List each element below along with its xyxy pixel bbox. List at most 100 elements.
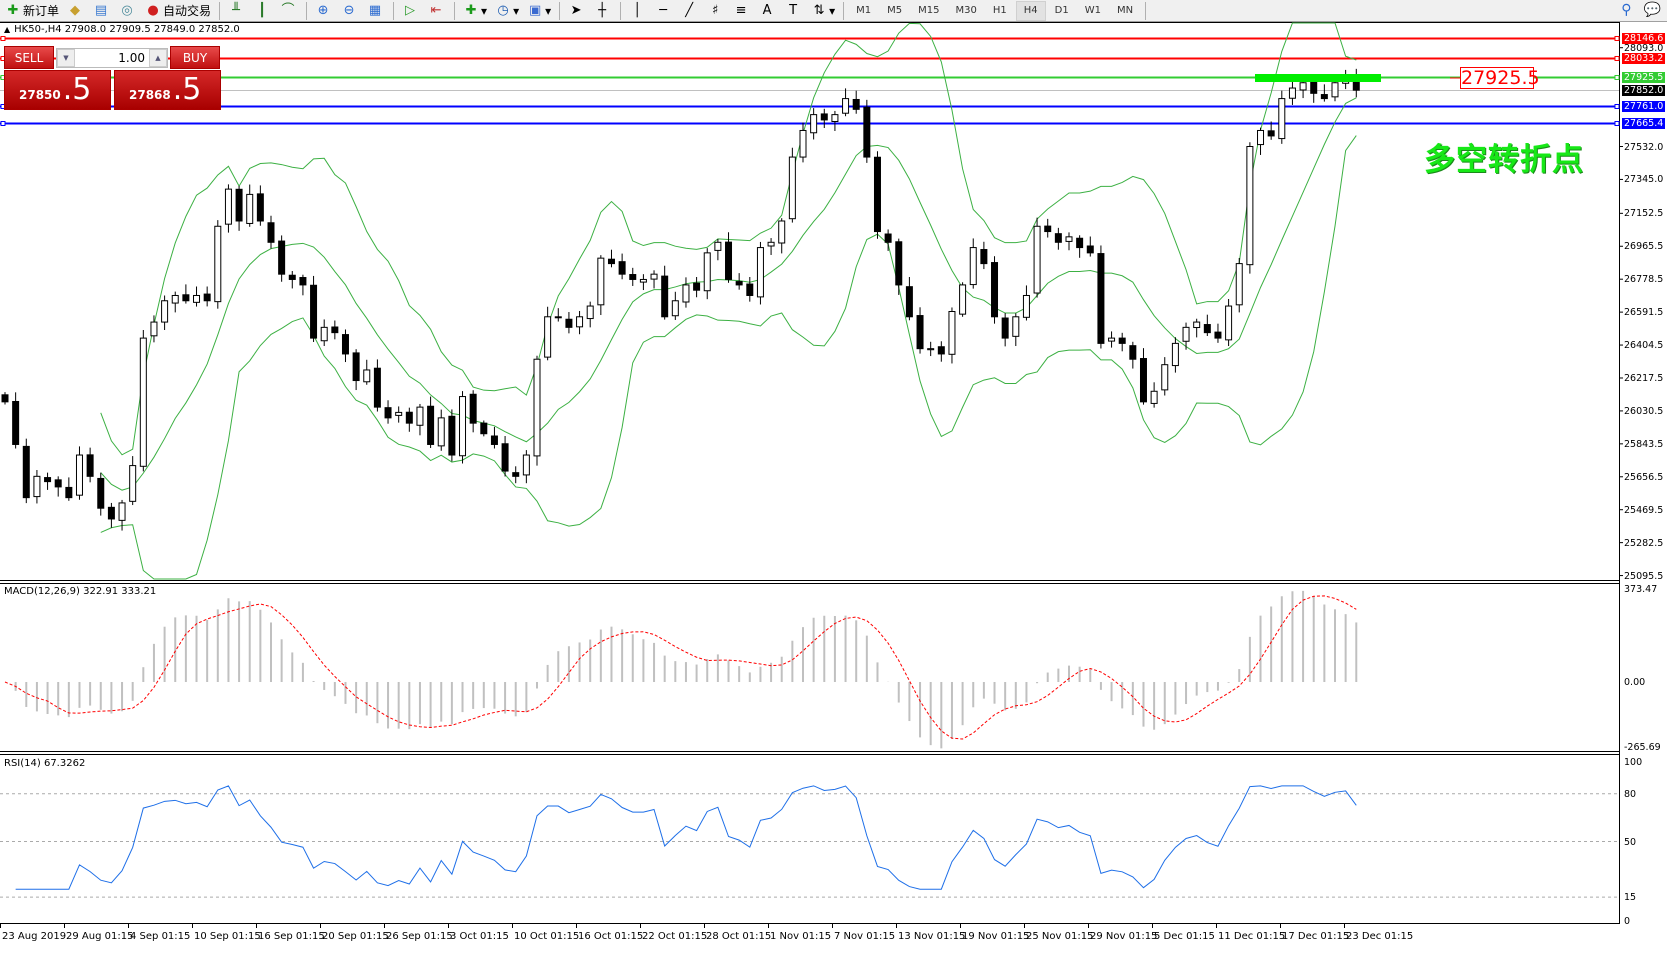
candle-body — [810, 114, 818, 134]
arrows-button[interactable]: ⇅ ▾ — [808, 1, 838, 21]
candle-body — [1150, 390, 1158, 404]
timeframe-w1[interactable]: W1 — [1084, 5, 1101, 16]
buy-price-main: 27868 — [129, 88, 171, 102]
chart-shift-button[interactable]: ⇤ — [425, 1, 449, 21]
sell-price-button[interactable]: 27850.5 — [4, 70, 111, 110]
turning-point-annotation[interactable]: 多空转折点 — [1424, 142, 1584, 178]
decrease-lot-icon[interactable]: ▼ — [57, 49, 75, 67]
fibo-button[interactable]: ♯ — [704, 1, 728, 21]
candlestick-button[interactable]: ┃ — [251, 1, 275, 21]
fibo-channel-button[interactable]: ≡ — [730, 1, 754, 21]
periods-button[interactable]: ◷ ▾ — [492, 1, 522, 21]
vertical-line-icon: │ — [633, 2, 642, 18]
price-label-box[interactable]: 27925.5 — [1460, 67, 1540, 89]
price-axis-label: 25095.5 — [1624, 570, 1664, 582]
line-handle — [1614, 121, 1620, 126]
candle-body — [650, 273, 658, 280]
symbol-info-line: ▲ HK50-,H4 27908.0 27909.5 27849.0 27852.… — [4, 24, 240, 35]
folder-button[interactable]: ◆ — [64, 1, 88, 21]
price-line-label: 27761.0 — [1622, 101, 1665, 112]
timeframe-h4[interactable]: H4 — [1015, 0, 1046, 21]
candle-body — [1299, 82, 1307, 91]
candle-body — [565, 318, 573, 328]
macd-label: MACD(12,26,9) 322.91 333.21 — [4, 586, 157, 597]
bollinger-middle-band — [100, 97, 1357, 491]
toolbar-right: ⚲ 💬 — [1621, 2, 1661, 18]
candle-body — [44, 477, 52, 483]
zoom-in-button[interactable]: ⊕ — [312, 1, 336, 21]
zoom-in-icon: ⊕ — [317, 2, 329, 18]
candle-body — [1044, 225, 1052, 233]
new-order-button[interactable]: ✚ 新订单 — [2, 1, 62, 21]
candle-body — [703, 252, 711, 292]
text-label-button[interactable]: T — [782, 1, 806, 21]
indicators-button[interactable]: ✚ ▾ — [460, 1, 490, 21]
price-axis-label: 25656.5 — [1624, 471, 1664, 483]
tile-windows-button[interactable]: ▦ — [364, 1, 388, 21]
chat-icon[interactable]: 💬 — [1643, 2, 1661, 18]
market-watch-button[interactable]: ▤ — [90, 1, 114, 21]
buy-price-button[interactable]: 27868.5 — [114, 70, 221, 110]
candle-body — [735, 281, 743, 286]
crosshair-button[interactable]: ┼ — [591, 1, 615, 21]
sell-price-main: 27850 — [19, 88, 61, 102]
candle-body — [341, 334, 349, 355]
candle-body — [1086, 245, 1094, 254]
bar-chart-button[interactable]: ╨ — [225, 1, 249, 21]
lot-size-stepper[interactable]: ▼ 1.00 ▲ — [56, 48, 168, 68]
candle-body — [320, 326, 328, 342]
candle-body — [576, 316, 584, 328]
vertical-line-button[interactable]: │ — [626, 1, 650, 21]
search-icon[interactable]: ⚲ — [1621, 2, 1632, 18]
timeframe-m15[interactable]: M15 — [918, 5, 940, 16]
auto-trading-icon: ● — [147, 2, 159, 18]
candle-body — [161, 300, 169, 323]
sell-button[interactable]: SELL — [4, 46, 54, 69]
timeframe-m1[interactable]: M1 — [856, 5, 872, 16]
candle-body — [607, 258, 615, 265]
templates-button[interactable]: ▣ ▾ — [528, 2, 552, 18]
timeframe-m30[interactable]: M30 — [955, 5, 977, 16]
signal-button[interactable]: ◎ — [116, 1, 140, 21]
text-button[interactable]: A — [756, 1, 780, 21]
horizontal-line-button[interactable]: ─ — [652, 1, 676, 21]
price-axis-label: 26217.5 — [1624, 372, 1664, 384]
time-axis-label: 3 Oct 01:15 — [450, 931, 509, 942]
time-axis-label: 29 Nov 01:15 — [1090, 931, 1158, 942]
candle-body — [746, 283, 754, 296]
time-axis-label: 17 Dec 01:15 — [1282, 931, 1350, 942]
zoom-out-button[interactable]: ⊖ — [338, 1, 362, 21]
timeframe-h1[interactable]: H1 — [992, 5, 1007, 16]
autoscroll-button[interactable]: ▷ — [399, 1, 423, 21]
price-axis-label: 27152.5 — [1624, 208, 1664, 220]
arrows-icon: ⇅ — [813, 2, 825, 18]
candle-body — [629, 274, 637, 280]
candle-body — [278, 240, 286, 275]
toolbar-separator — [1145, 1, 1147, 20]
candle-body — [150, 321, 158, 337]
candle-body — [1182, 326, 1190, 342]
candle-body — [1310, 81, 1318, 94]
lot-size-input[interactable]: 1.00 — [118, 51, 145, 65]
line-chart-button[interactable]: ⌒ — [277, 1, 301, 21]
time-axis-label: 28 Oct 01:15 — [706, 931, 772, 942]
price-axis-label: 26778.5 — [1624, 274, 1664, 286]
candle-body — [767, 241, 775, 247]
increase-lot-icon[interactable]: ▲ — [149, 49, 167, 67]
timeframe-d1[interactable]: D1 — [1054, 5, 1069, 16]
candle-body — [1012, 316, 1020, 337]
time-axis-label: 4 Sep 01:15 — [130, 931, 191, 942]
timeframe-mn[interactable]: MN — [1116, 5, 1134, 16]
autoscroll-icon: ▷ — [405, 2, 416, 18]
timeframe-m5[interactable]: M5 — [887, 5, 903, 16]
candle-body — [778, 220, 786, 244]
candle-body — [459, 396, 467, 457]
cursor-button[interactable]: ➤ — [565, 1, 589, 21]
candle-body — [182, 294, 190, 302]
time-axis-label: 23 Dec 01:15 — [1346, 931, 1414, 942]
candle-body — [554, 316, 562, 319]
auto-trading-button[interactable]: ● 自动交易 — [142, 1, 214, 21]
buy-button[interactable]: BUY — [170, 46, 220, 69]
trendline-button[interactable]: ╱ — [678, 1, 702, 21]
